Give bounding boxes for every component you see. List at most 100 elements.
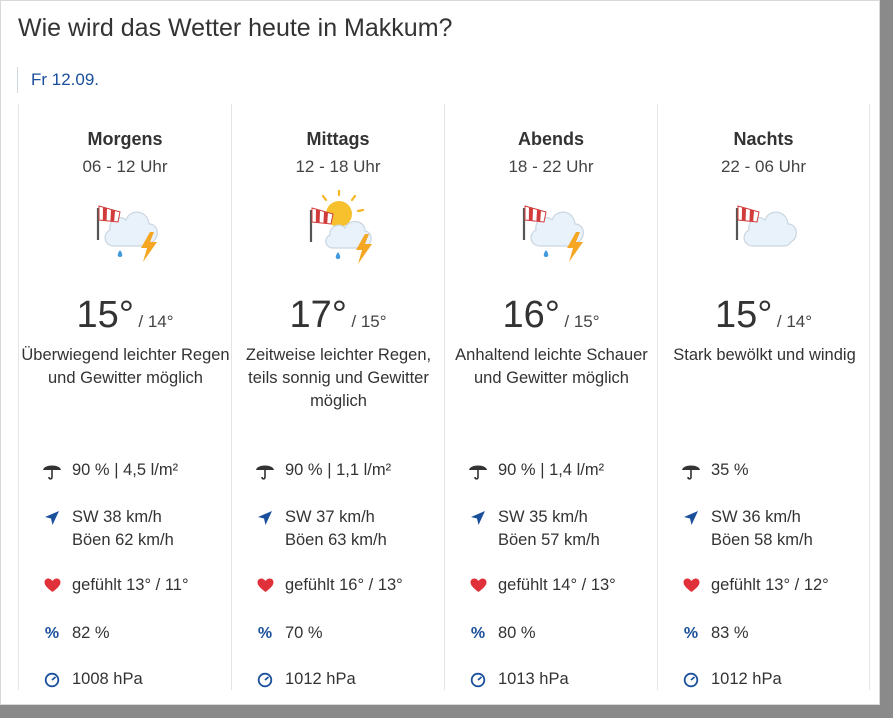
period-time: 22 - 06 Uhr xyxy=(720,157,807,176)
period-name: Nachts xyxy=(733,129,794,149)
wind-cloud-rain-thunder-icon xyxy=(516,190,592,266)
period-time: 06 - 12 Uhr xyxy=(82,157,168,176)
heart-icon xyxy=(680,574,702,597)
humidity-value: 82 % xyxy=(72,624,110,642)
date-label: Fr 12.09. xyxy=(17,67,99,93)
temp-low: / 15° xyxy=(351,312,387,331)
wind-direction-icon xyxy=(41,506,63,529)
period-time: 18 - 22 Uhr xyxy=(508,157,594,176)
wind-row: SW 35 km/h Böen 57 km/h xyxy=(467,506,600,552)
wind-row: SW 38 km/h Böen 62 km/h xyxy=(41,506,174,552)
temperature: 15° / 14° xyxy=(658,294,869,337)
humidity-value: 80 % xyxy=(498,624,536,642)
precipitation-row: 90 % | 1,4 l/m² xyxy=(467,459,604,482)
wind-direction-icon xyxy=(467,506,489,529)
precipitation-value: 35 % xyxy=(711,461,749,479)
temp-low: / 14° xyxy=(138,312,174,331)
gusts-value: Böen 63 km/h xyxy=(285,531,387,549)
feels-like-value: gefühlt 13° / 11° xyxy=(72,576,189,594)
forecast-columns: Morgens 06 - 12 Uhr 15° / 14° Überwiegen… xyxy=(18,104,870,690)
precipitation-value: 90 % | 4,5 l/m² xyxy=(72,461,179,479)
temp-high: 15° xyxy=(76,294,134,336)
gauge-icon xyxy=(680,668,702,691)
humidity-value: 70 % xyxy=(285,624,323,642)
temp-high: 16° xyxy=(502,294,560,336)
feels-like-value: gefühlt 13° / 12° xyxy=(711,576,829,594)
gusts-value: Böen 62 km/h xyxy=(72,531,174,549)
period-column-nachts: Nachts 22 - 06 Uhr 15° / 14° Stark bewöl… xyxy=(657,104,870,690)
feels-like-value: gefühlt 14° / 13° xyxy=(498,576,616,594)
humidity-row: % 70 % xyxy=(254,622,323,645)
temp-low: / 15° xyxy=(564,312,600,331)
pressure-value: 1012 hPa xyxy=(285,670,356,688)
period-name: Abends xyxy=(517,129,584,149)
wind-sun-cloud-rain-thunder-icon xyxy=(303,188,379,266)
umbrella-icon xyxy=(680,459,702,482)
feels-like-value: gefühlt 16° / 13° xyxy=(285,576,403,594)
weather-description: Überwiegend leichter Regen und Gewitter … xyxy=(21,346,230,387)
wind-row: SW 36 km/h Böen 58 km/h xyxy=(680,506,813,552)
wind-value: SW 36 km/h xyxy=(711,508,801,526)
gauge-icon xyxy=(254,668,276,691)
period-name: Morgens xyxy=(87,129,163,149)
gusts-value: Böen 58 km/h xyxy=(711,531,813,549)
feels-like-row: gefühlt 13° / 11° xyxy=(41,574,189,597)
gauge-icon xyxy=(41,668,63,691)
temp-high: 15° xyxy=(714,294,773,336)
heart-icon xyxy=(467,574,489,597)
temperature: 16° / 15° xyxy=(445,294,657,337)
period-column-morgens: Morgens 06 - 12 Uhr 15° / 14° Überwiegen… xyxy=(18,104,231,690)
wind-direction-icon xyxy=(680,506,702,529)
gauge-icon xyxy=(467,668,489,691)
temp-low: / 14° xyxy=(776,312,813,331)
umbrella-icon xyxy=(41,459,63,482)
umbrella-icon xyxy=(467,459,489,482)
wind-value: SW 35 km/h xyxy=(498,508,588,526)
wind-value: SW 38 km/h xyxy=(72,508,162,526)
period-name: Mittags xyxy=(306,129,370,149)
feels-like-row: gefühlt 16° / 13° xyxy=(254,574,403,597)
precipitation-row: 90 % | 1,1 l/m² xyxy=(254,459,391,482)
wind-cloud-rain-thunder-icon xyxy=(90,190,166,266)
period-column-abends: Abends 18 - 22 Uhr 16° / 15° Anhaltend l… xyxy=(444,104,657,690)
percent-icon: % xyxy=(257,625,273,642)
wind-cloud-icon xyxy=(729,190,805,266)
heart-icon xyxy=(41,574,63,597)
period-time: 12 - 18 Uhr xyxy=(295,157,381,176)
feels-like-row: gefühlt 13° / 12° xyxy=(680,574,829,597)
wind-direction-icon xyxy=(254,506,276,529)
percent-icon: % xyxy=(44,625,60,642)
umbrella-icon xyxy=(254,459,276,482)
temp-high: 17° xyxy=(289,294,347,336)
precipitation-value: 90 % | 1,1 l/m² xyxy=(285,461,392,479)
heart-icon xyxy=(254,574,276,597)
pressure-value: 1008 hPa xyxy=(72,670,143,688)
pressure-value: 1013 hPa xyxy=(498,670,569,688)
window-shadow-right xyxy=(880,0,893,718)
temperature: 17° / 15° xyxy=(232,294,444,337)
humidity-row: % 80 % xyxy=(467,622,536,645)
precipitation-row: 35 % xyxy=(680,459,749,482)
pressure-row: 1012 hPa xyxy=(680,668,782,691)
weather-description: Zeitweise leichter Regen, teils sonnig u… xyxy=(245,346,432,410)
precipitation-row: 90 % | 4,5 l/m² xyxy=(41,459,178,482)
feels-like-row: gefühlt 14° / 13° xyxy=(467,574,616,597)
temperature: 15° / 14° xyxy=(19,294,231,337)
pressure-row: 1008 hPa xyxy=(41,668,143,691)
humidity-value: 83 % xyxy=(711,624,749,642)
gusts-value: Böen 57 km/h xyxy=(498,531,600,549)
page-title: Wie wird das Wetter heute in Makkum? xyxy=(18,14,453,42)
pressure-value: 1012 hPa xyxy=(711,670,782,688)
humidity-row: % 82 % xyxy=(41,622,110,645)
weather-description: Anhaltend leichte Schauer und Gewitter m… xyxy=(455,346,648,387)
percent-icon: % xyxy=(470,625,486,642)
window-shadow-bottom xyxy=(0,705,893,718)
pressure-row: 1013 hPa xyxy=(467,668,569,691)
precipitation-value: 90 % | 1,4 l/m² xyxy=(498,461,605,479)
weather-description: Stark bewölkt und windig xyxy=(673,346,856,364)
wind-row: SW 37 km/h Böen 63 km/h xyxy=(254,506,387,552)
pressure-row: 1012 hPa xyxy=(254,668,356,691)
period-column-mittags: Mittags 12 - 18 Uhr 17° / 15° Zeit xyxy=(231,104,444,690)
weather-panel xyxy=(0,0,880,705)
percent-icon: % xyxy=(683,625,699,642)
